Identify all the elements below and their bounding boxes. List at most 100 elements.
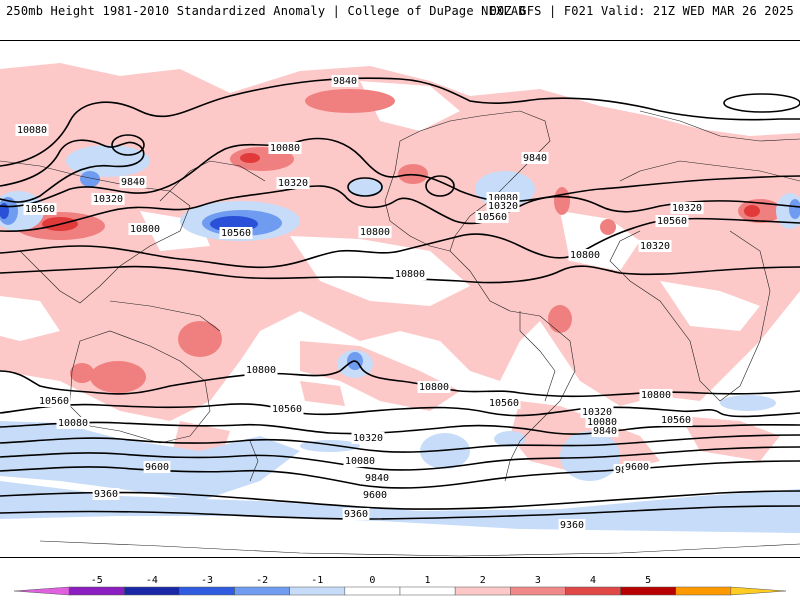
contour-label: 9600 [145,462,169,473]
contour-label: 10320 [353,433,383,444]
contour-label-background [92,488,120,500]
color-scale-segment [620,586,676,596]
contour-label: 10800 [395,269,425,280]
color-scale-tick-label: 4 [590,575,596,586]
contour-label-background [639,389,673,401]
contour-label-background [361,489,389,501]
contour-label: 10800 [641,390,671,401]
contour-label-background [342,508,370,520]
model-run-info: 00Z GFS | F021 Valid: 21Z WED MAR 26 202… [489,4,794,18]
color-scale-segment [344,586,401,596]
contour-label-background [591,425,619,437]
map-title: 250mb Height 1981-2010 Standardized Anom… [6,4,526,18]
color-scale-bar: -5 -4 -3 -2 -1 0 1 2 3 4 5 [0,570,800,600]
contour-label-background [670,202,704,214]
anomaly-map: 9840 10080 9840 10080 10320 10560 10320 10560 10… [0,40,800,558]
contour-label: 9840 [121,177,145,188]
contour-label: 10320 [278,178,308,189]
contour-label-background [91,193,125,205]
contour-label: 10080 [270,143,300,154]
contour-label: 10560 [25,204,55,215]
color-scale-tick-label: 5 [645,575,651,586]
contour-label-background [119,176,147,188]
color-scale-tick-label: 1 [425,575,431,586]
contour-label-background [558,519,586,531]
color-scale-tick-label: 0 [369,575,375,586]
color-scale-tick-label: -3 [201,575,213,586]
contour-label-background [270,403,304,415]
contour-label-background [23,203,57,215]
contour-label: 9600 [625,462,649,473]
contour-label: 10800 [246,365,276,376]
contour-label-background [268,142,302,154]
contour-label-background [487,397,521,409]
color-scale-segment [510,586,566,596]
contour-label: 10080 [58,418,88,429]
contour-label-background [56,417,90,429]
contour-label: 9840 [523,153,547,164]
color-scale-tick-label: -4 [146,575,158,586]
contour-label-background [37,395,71,407]
contour-label-background [521,152,549,164]
contour-label: 10560 [272,404,302,415]
contour-label-background [351,432,385,444]
contour-label: 10560 [221,228,251,239]
contour-label: 10320 [93,194,123,205]
contour-label: 10320 [640,241,670,252]
color-scale-segment [13,586,70,596]
contour-label-background [393,268,427,280]
color-scale-ticks: -5 -4 -3 -2 -1 0 1 2 3 4 5 [91,575,651,586]
color-scale-segments [13,586,787,596]
color-scale-segment [675,586,732,596]
color-scale-segment [179,586,235,596]
contour-label-background [244,364,278,376]
color-scale: -5 -4 -3 -2 -1 0 1 2 3 4 5 [13,575,787,596]
color-scale-segment [565,586,621,596]
contour-label-background [475,211,509,223]
color-scale-tick-label: 2 [480,575,486,586]
height-contours [0,77,800,520]
contour-label: 10560 [477,212,507,223]
contour-label: 10560 [39,396,69,407]
contour-label: 9840 [365,473,389,484]
contour-label: 9600 [363,490,387,501]
contour-label: 10080 [587,417,617,428]
color-scale-segment [399,586,456,596]
contour-label-background [659,414,693,426]
map-canvas: 9840100809840100801032010560103201056010… [0,63,800,557]
contour-label: 9360 [94,489,118,500]
positive-anomaly-strong [42,153,760,231]
contour-label: 10080 [17,125,47,136]
contour-label-background [568,249,602,261]
contour-label: 10560 [661,415,691,426]
contour-label-background [219,227,253,239]
contour-label: 10320 [672,203,702,214]
contour-label: 9840 [333,76,357,87]
color-scale-segment [730,586,787,596]
coastlines [0,110,800,557]
contour-label: 9360 [344,509,368,520]
contour-label: 10320 [488,201,518,212]
color-scale-segment [234,586,290,596]
color-scale-tick-label: -1 [311,575,323,586]
color-scale-tick-label: -5 [91,575,103,586]
color-scale-tick-label: 3 [535,575,541,586]
contour-label-background [343,455,377,467]
contour-label: 10080 [488,193,518,204]
contour-label: 10560 [657,216,687,227]
contour-label-background [276,177,310,189]
color-scale-segment [289,586,346,596]
contour-label-background [363,472,391,484]
contour-label-background [486,200,520,212]
contour-label-background [358,226,392,238]
contour-label-background [15,124,49,136]
contour-label: 10080 [345,456,375,467]
contour-label-background [580,406,614,418]
contour-label-background [655,215,689,227]
contour-label: 9840 [593,426,617,437]
contour-label-background [128,223,162,235]
contour-label: 10800 [130,224,160,235]
contour-labels: 9840100809840100801032010560103201056010… [15,75,704,531]
contour-label: 10320 [582,407,612,418]
contour-label: 10560 [489,398,519,409]
